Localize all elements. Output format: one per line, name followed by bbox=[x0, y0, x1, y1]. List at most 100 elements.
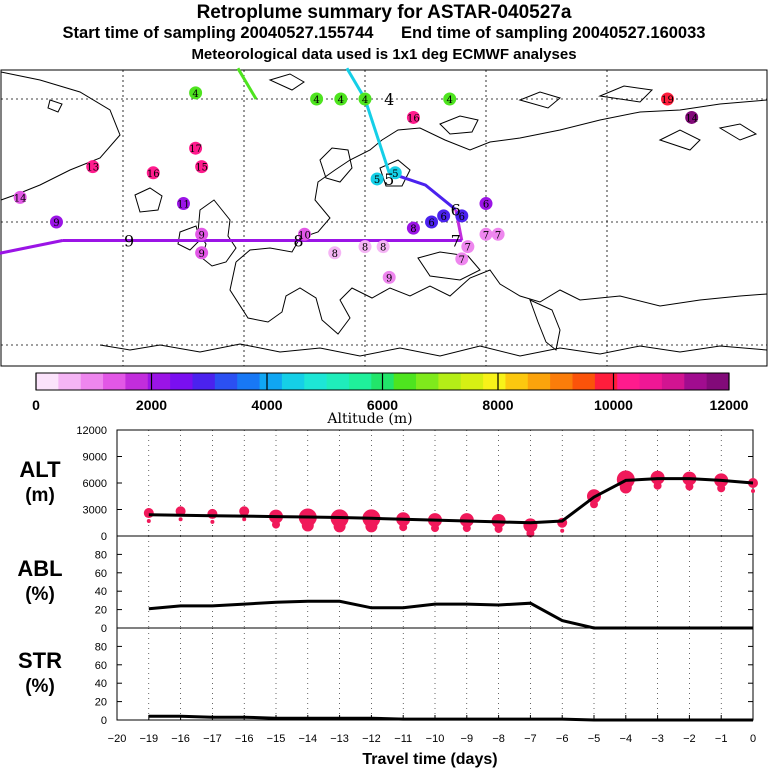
cluster-dot bbox=[437, 209, 451, 223]
cluster-day-label: 6 bbox=[440, 212, 446, 223]
cluster-day-label: 6 bbox=[428, 218, 434, 229]
alt-cluster-dot bbox=[494, 524, 503, 533]
cluster-day-label: 9 bbox=[198, 249, 204, 260]
alt-cluster-dot bbox=[590, 500, 598, 509]
cluster-day-label: 11 bbox=[177, 200, 190, 211]
alt-cluster-dot bbox=[685, 482, 694, 491]
map-graticule bbox=[1, 70, 767, 366]
cluster-dot bbox=[298, 227, 311, 241]
cluster-day-label: 8 bbox=[362, 243, 368, 254]
track-day-label: 5 bbox=[384, 170, 394, 189]
cluster-dot bbox=[334, 92, 348, 106]
x-tick-label: −12 bbox=[362, 733, 381, 745]
x-tick-label: −8 bbox=[492, 733, 505, 745]
y-tick-label: 3000 bbox=[83, 505, 107, 517]
cluster-dot bbox=[443, 92, 457, 106]
colorbar-cell bbox=[170, 373, 193, 390]
panel-ylabel: (m) bbox=[25, 485, 55, 506]
colorbar-cell bbox=[706, 373, 730, 390]
x-axis-label: Travel time (days) bbox=[362, 751, 497, 768]
x-tick-label: −1 bbox=[715, 733, 728, 745]
alt-cluster-dot bbox=[242, 517, 247, 522]
alt-cluster-dot bbox=[333, 520, 346, 533]
cluster-day-label: 4 bbox=[362, 95, 368, 106]
y-tick-label: 80 bbox=[95, 641, 107, 653]
cluster-day-label: 15 bbox=[195, 163, 208, 174]
retroplume-map: 4444419141617131615551411666619109991088… bbox=[0, 67, 768, 367]
altitude-colorbar: 0 2000 4000 6000 8000 10000 12000 Altitude (m) bbox=[32, 372, 749, 427]
track-segment-6 bbox=[0, 239, 63, 255]
alt-cluster-dot bbox=[207, 508, 218, 519]
colorbar-cell bbox=[326, 373, 350, 390]
cluster-day-label: 9 bbox=[198, 230, 204, 241]
plume-cluster-labels: 4444419141617131615551411666619109991088… bbox=[14, 89, 698, 285]
cluster-day-label: 5 bbox=[392, 169, 398, 180]
colorbar-cell bbox=[527, 373, 551, 390]
cluster-dot bbox=[86, 160, 100, 174]
cluster-day-label: 4 bbox=[313, 95, 319, 106]
panel-alt: 0 3000 6000 9000 12000 ALT (m) bbox=[19, 425, 758, 543]
colorbar-cell bbox=[639, 373, 663, 390]
colorbar-cell bbox=[259, 373, 283, 390]
series-line-str bbox=[148, 714, 753, 722]
cluster-day-label: 19 bbox=[661, 95, 674, 106]
cluster-day-label: 8 bbox=[410, 224, 416, 235]
alt-cluster-dot bbox=[462, 524, 471, 533]
x-tick-label: −17 bbox=[203, 733, 222, 745]
cluster-dot bbox=[195, 246, 209, 260]
series-line-alt bbox=[148, 477, 754, 525]
cluster-dot bbox=[661, 92, 674, 106]
cluster-dot bbox=[455, 209, 469, 223]
colorbar-cell bbox=[103, 373, 126, 390]
x-tick-label: −3 bbox=[651, 733, 664, 745]
alt-cluster-dot bbox=[717, 484, 726, 493]
cluster-day-label: 9 bbox=[386, 273, 392, 284]
cluster-day-label: 17 bbox=[189, 144, 202, 155]
colorbar-tick-label: 2000 bbox=[136, 397, 167, 413]
alt-cluster-dot bbox=[178, 517, 183, 522]
cluster-day-label: 6 bbox=[483, 200, 489, 211]
cluster-dot bbox=[388, 166, 402, 180]
time-series-panels: 030006000900012000ALT(m)020406080ABL(%)0… bbox=[17, 425, 758, 768]
panel-ylabel: (%) bbox=[25, 676, 55, 697]
colorbar-cell bbox=[617, 373, 641, 390]
track-day-label: 4 bbox=[384, 90, 394, 109]
alt-cluster-dot bbox=[431, 524, 439, 533]
colorbar-cell bbox=[550, 373, 574, 390]
y-tick-label: 9000 bbox=[83, 452, 107, 464]
x-tick-label: −13 bbox=[330, 733, 349, 745]
colorbar-cell bbox=[125, 373, 149, 390]
sampling-times: Start time of sampling 20040527.155744 E… bbox=[62, 24, 706, 42]
x-tick-label: −9 bbox=[461, 733, 474, 745]
track-day-label: 7 bbox=[451, 231, 461, 250]
x-tick-label: −2 bbox=[683, 733, 696, 745]
cluster-day-label: 7 bbox=[465, 243, 471, 254]
cluster-day-label: 9 bbox=[53, 218, 59, 229]
series-line-abl bbox=[148, 599, 753, 630]
y-tick-label: 60 bbox=[95, 660, 107, 672]
cluster-dot bbox=[406, 221, 420, 235]
x-tick-label: −20 bbox=[108, 733, 127, 745]
alt-cluster-dot bbox=[301, 519, 314, 532]
x-tick-label: 0 bbox=[750, 733, 756, 745]
colorbar-tick-label: 0 bbox=[32, 397, 40, 413]
cluster-dot bbox=[195, 227, 209, 241]
x-tick-label: −15 bbox=[267, 733, 286, 745]
cluster-dot bbox=[406, 110, 420, 124]
panel-ylabel: STR bbox=[18, 648, 62, 673]
colorbar-cell bbox=[36, 373, 59, 390]
colorbar-cell bbox=[147, 373, 171, 390]
met-data-note: Meteorological data used is 1x1 deg ECMW… bbox=[191, 46, 577, 63]
colorbar-tick-label: 8000 bbox=[482, 397, 513, 413]
cluster-dot bbox=[491, 227, 505, 241]
cluster-dot bbox=[358, 240, 372, 254]
panel-ylabel: ABL bbox=[17, 556, 62, 581]
cluster-day-label: 7 bbox=[495, 230, 501, 241]
cluster-day-label: 16 bbox=[407, 113, 420, 124]
cluster-day-label: 5 bbox=[374, 175, 380, 186]
colorbar-cell bbox=[192, 373, 216, 390]
x-tick-label: −6 bbox=[556, 733, 569, 745]
colorbar-cell bbox=[393, 373, 417, 390]
y-tick-label: 0 bbox=[101, 623, 107, 635]
